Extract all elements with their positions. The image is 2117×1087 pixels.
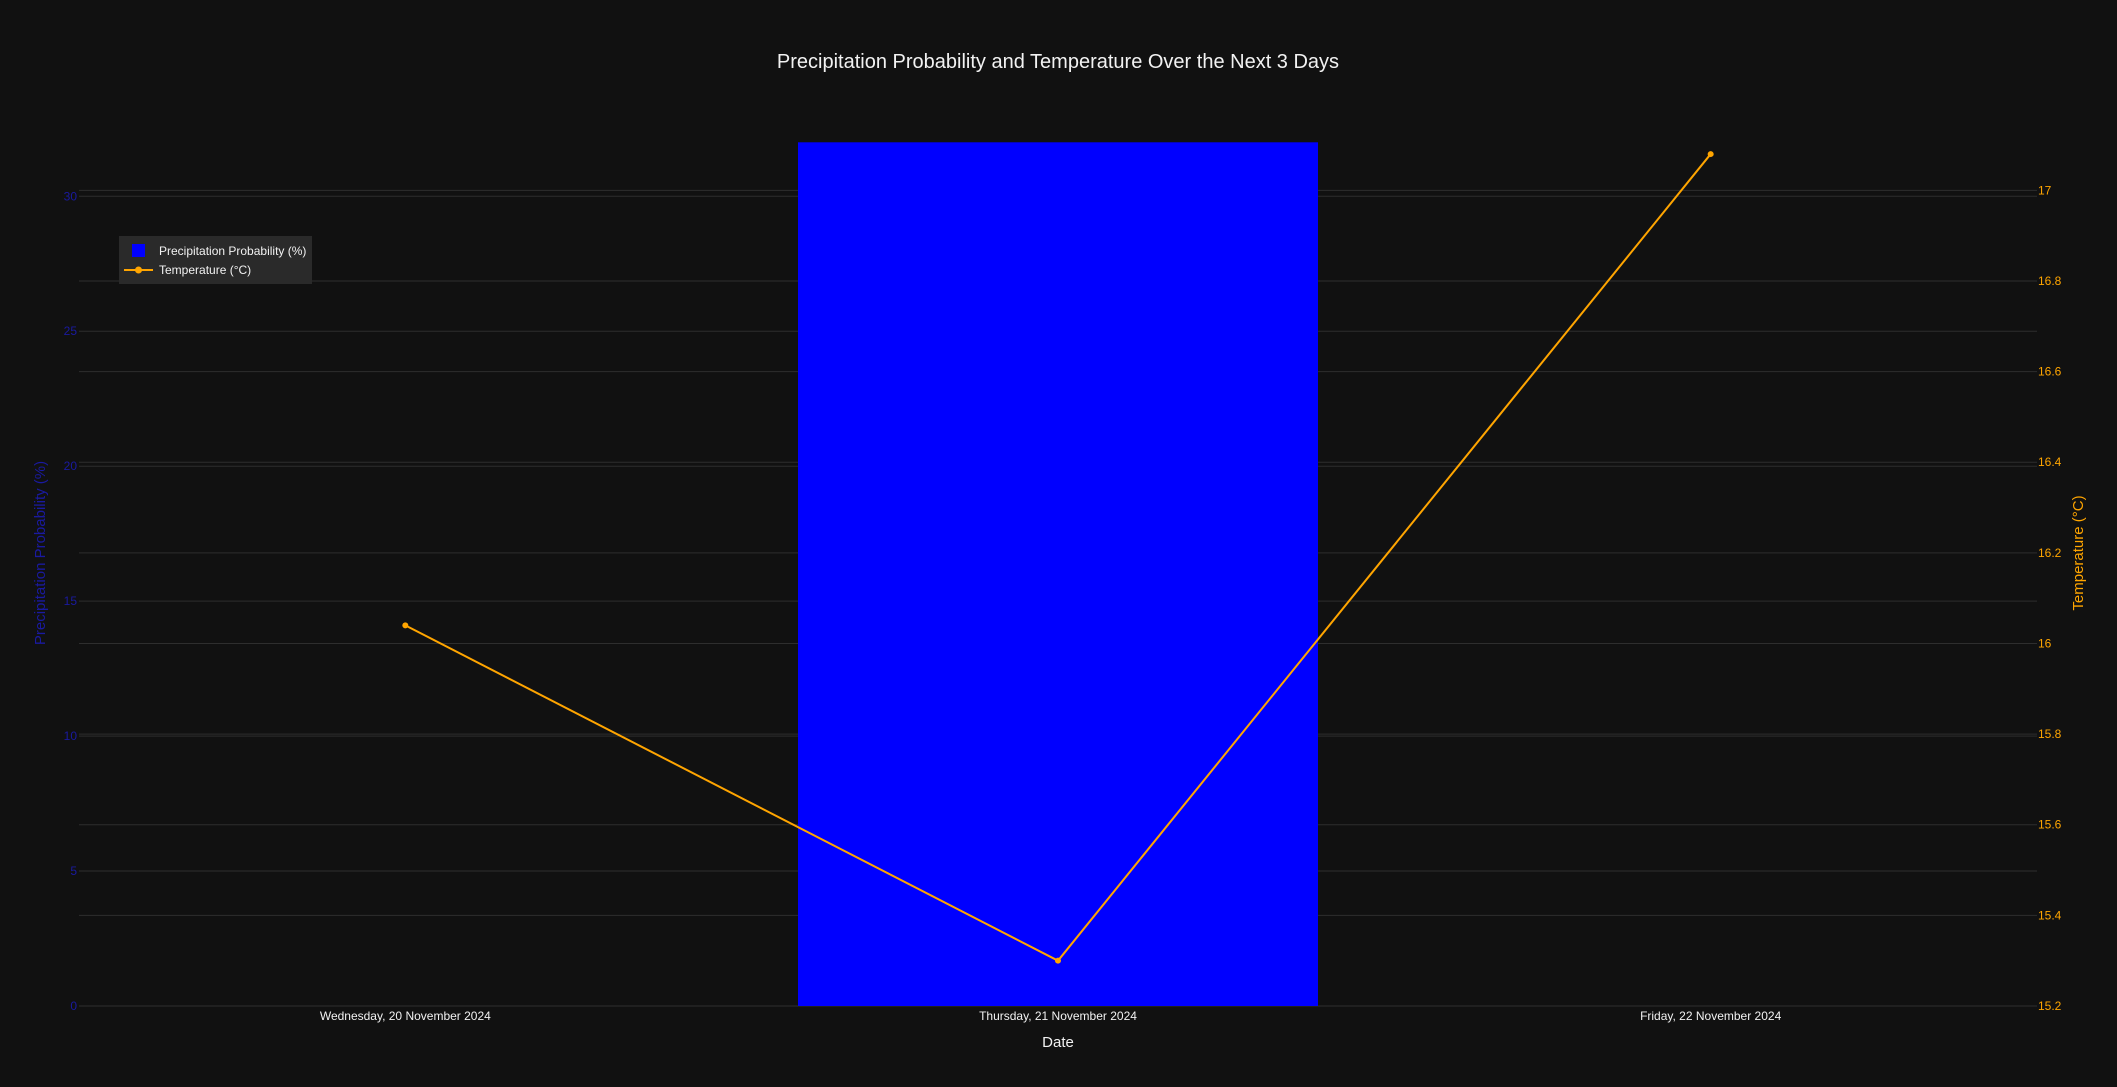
right-tick-label-16-6: 16.6	[2038, 365, 2062, 379]
right-tick-label-15-2: 15.2	[2038, 999, 2062, 1013]
right-tick-label-15-6: 15.6	[2038, 818, 2062, 832]
precipitation-bar-1	[798, 142, 1318, 1007]
legend-label-temperature: Temperature (°C)	[159, 263, 251, 277]
right-tick-label-16-2: 16.2	[2038, 546, 2062, 560]
right-tick-label-15-4: 15.4	[2038, 908, 2062, 922]
right-tick-label-16-8: 16.8	[2038, 274, 2062, 288]
right-axis-ticks: 15.2 15.4 15.6 15.8 16 16.2 16.4 16.6 16.8 17	[2038, 183, 2062, 1013]
temperature-point-2	[1707, 151, 1714, 158]
x-tick-label-0: Wednesday, 20 November 2024	[320, 1009, 491, 1023]
right-tick-label-16-4: 16.4	[2038, 455, 2062, 469]
legend: Precipitation Probability (%) Temperatur…	[119, 236, 312, 284]
left-tick-label-30: 30	[64, 189, 78, 203]
right-tick-label-15-8: 15.8	[2038, 727, 2062, 741]
left-axis-ticks: 0 5 10 15 20 25 30	[64, 189, 78, 1013]
x-tick-label-2: Friday, 22 November 2024	[1640, 1009, 1782, 1023]
legend-label-precipitation: Precipitation Probability (%)	[159, 244, 306, 258]
left-tick-label-25: 25	[64, 324, 78, 338]
legend-background	[119, 236, 312, 284]
left-tick-label-5: 5	[70, 864, 77, 878]
x-tick-label-1: Thursday, 21 November 2024	[979, 1009, 1137, 1023]
legend-swatch-precipitation	[132, 244, 145, 257]
left-tick-label-15: 15	[64, 594, 78, 608]
left-tick-label-20: 20	[64, 459, 78, 473]
x-axis-ticks: Wednesday, 20 November 2024 Thursday, 21 …	[320, 1009, 1782, 1023]
right-tick-label-16: 16	[2038, 636, 2052, 650]
chart-title: Precipitation Probability and Temperatur…	[777, 51, 1339, 73]
temperature-point-0	[402, 622, 409, 629]
left-tick-label-0: 0	[70, 999, 77, 1013]
precipitation-bars	[798, 142, 1318, 1007]
right-tick-label-17: 17	[2038, 183, 2052, 197]
temperature-line-series	[402, 151, 1714, 964]
right-axis-title: Temperature (°C)	[2070, 495, 2087, 610]
left-tick-label-10: 10	[64, 729, 78, 743]
x-axis-title: Date	[1042, 1034, 1074, 1051]
legend-swatch-temperature-marker	[135, 266, 142, 274]
left-axis-title: Precipitation Probability (%)	[32, 461, 49, 645]
temperature-point-1	[1055, 957, 1061, 964]
